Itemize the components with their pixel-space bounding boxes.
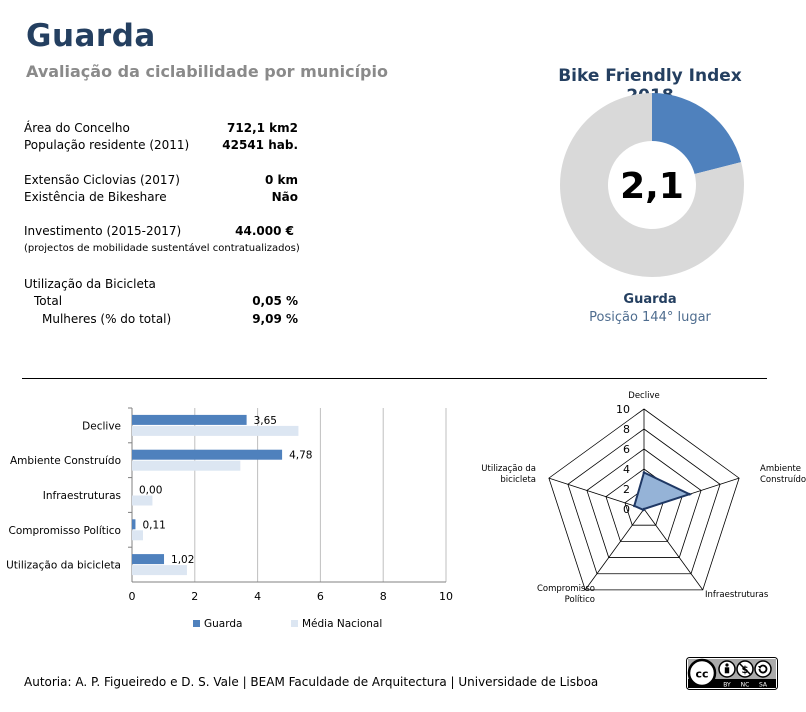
legend-swatch-media-nacional — [291, 620, 298, 627]
bar-data-label: 3,65 — [254, 415, 277, 427]
radar-tick-label: 6 — [623, 443, 630, 456]
x-tick-label: 0 — [129, 590, 136, 603]
stat-label: Área do Concelho — [24, 121, 130, 135]
stat-label: Utilização da Bicicleta — [24, 277, 156, 291]
page-subtitle: Avaliação da ciclabilidade por município — [26, 62, 388, 81]
radar-tick-label: 0 — [623, 503, 630, 516]
radar-gridline — [567, 428, 721, 575]
radar-series-guarda — [633, 471, 693, 512]
by-icon — [718, 660, 736, 678]
stat-area: Área do Concelho 712,1 km2 — [24, 121, 298, 135]
bar-data-label: 4,78 — [289, 450, 312, 462]
stat-usage-total: Total 0,05 % — [34, 294, 298, 308]
x-tick-label: 4 — [254, 590, 261, 603]
radar-tick-label: 8 — [623, 423, 630, 436]
stat-investment-note: (projectos de mobilidade sustentável con… — [24, 243, 300, 254]
donut-slice-score — [652, 93, 742, 175]
by-label: BY — [723, 682, 731, 689]
radar-point — [632, 504, 636, 508]
svg-text:$: $ — [742, 665, 749, 676]
stat-label: Existência de Bikeshare — [24, 190, 167, 204]
index-donut-chart: 2,1 — [560, 93, 744, 277]
radar-axis-label: Compromisso Político — [537, 584, 595, 605]
stat-label: (projectos de mobilidade sustentável con… — [24, 243, 300, 254]
index-municipality: Guarda — [623, 292, 677, 307]
sa-icon — [754, 660, 772, 678]
stat-value: 712,1 km2 — [227, 121, 298, 135]
legend-label-media-nacional: Média Nacional — [302, 618, 382, 630]
radar-point — [642, 471, 646, 474]
stat-bikeshare: Existência de Bikeshare Não — [24, 190, 298, 204]
stat-usage-women: Mulheres (% do total) 9,09 % — [42, 312, 298, 326]
x-tick-label: 2 — [191, 590, 198, 603]
page-title: Guarda — [26, 18, 156, 54]
stat-bike-usage: Utilização da Bicicleta — [24, 277, 156, 291]
bar-media-nacional — [132, 530, 143, 541]
stat-value: 0 km — [264, 173, 298, 187]
cc-icon: cc — [687, 658, 717, 688]
stat-label: Mulheres (% do total) — [42, 312, 172, 326]
bar-guarda — [132, 519, 136, 530]
radar-point — [642, 508, 645, 512]
section-divider — [22, 378, 767, 379]
radar-axis-label: Declive — [628, 391, 659, 401]
x-tick-label: 8 — [380, 590, 387, 603]
radar-axis-label: Ambiente Construído — [760, 464, 806, 485]
radar-axis-label: Infraestruturas — [705, 590, 769, 600]
index-center-value: 2,1 — [620, 166, 684, 207]
sa-label: SA — [759, 682, 768, 689]
stat-value: Não — [271, 190, 298, 204]
radar-tick-label: 10 — [616, 403, 630, 416]
radar-point — [688, 492, 691, 496]
svg-text:cc: cc — [695, 668, 708, 681]
nc-label: NC — [741, 682, 750, 689]
radar-tick-label: 2 — [623, 483, 630, 496]
bar-media-nacional — [132, 565, 187, 576]
radar-spoke — [548, 477, 645, 510]
y-category-label: Compromisso Político — [9, 525, 121, 537]
stat-label: População residente (2011) — [24, 138, 190, 152]
bar-guarda — [132, 414, 247, 425]
radar-spoke — [584, 508, 645, 591]
bar-data-label: 1,02 — [171, 554, 194, 566]
y-category-label: Declive — [82, 420, 121, 432]
stat-value: 42541 hab. — [222, 138, 298, 152]
stat-population: População residente (2011) 42541 hab. — [24, 138, 298, 152]
stat-label: Total — [34, 294, 63, 308]
stat-value: 44.000 € — [235, 224, 294, 238]
footer-credit: Autoria: A. P. Figueiredo e D. S. Vale |… — [24, 675, 599, 689]
x-tick-label: 10 — [439, 590, 453, 603]
bar-media-nacional — [132, 425, 299, 436]
stat-label: Extensão Ciclovias (2017) — [24, 173, 180, 187]
stat-value: 9,09 % — [252, 312, 298, 326]
cc-license-badge: cc $ BY NC SA — [686, 657, 778, 690]
legend-label-guarda: Guarda — [204, 618, 242, 630]
bar-data-label: 0,00 — [139, 485, 162, 497]
stat-cycleways: Extensão Ciclovias (2017) 0 km — [24, 173, 298, 187]
y-category-label: Infraestruturas — [43, 490, 121, 502]
donut-slice-remainder — [560, 93, 744, 277]
radar-chart: 0 2 4 6 8 10 Declive Ambiente Construído Infraest… — [481, 391, 806, 605]
chart-legend: Guarda Média Nacional — [193, 618, 382, 630]
legend-swatch-guarda — [193, 620, 200, 627]
index-rank: Posição 144° lugar — [589, 310, 711, 325]
y-category-label: Utilização da bicicleta — [6, 560, 121, 572]
radar-gridline — [548, 408, 740, 591]
bar-data-label: 0,11 — [142, 519, 165, 531]
bar-media-nacional — [132, 495, 153, 506]
y-category-label: Ambiente Construído — [10, 455, 121, 467]
bar-media-nacional — [132, 460, 241, 471]
radar-spoke — [643, 508, 704, 591]
radar-tick-label: 4 — [623, 463, 630, 476]
stat-investment: Investimento (2015-2017) 44.000 € — [24, 224, 294, 238]
x-tick-label: 6 — [317, 590, 324, 603]
stat-label: Investimento (2015-2017) — [24, 224, 182, 238]
stat-value: 0,05 % — [252, 294, 298, 308]
nc-icon: $ — [736, 660, 754, 678]
bar-chart: 0 2 4 6 8 10 Declive 3,65 Ambiente Construído 4,7… — [6, 407, 453, 630]
bar-guarda — [132, 554, 165, 565]
radar-axis-label: Utilização da bicicleta — [481, 464, 536, 485]
radar-gridline — [586, 448, 702, 558]
bar-guarda — [132, 449, 283, 460]
